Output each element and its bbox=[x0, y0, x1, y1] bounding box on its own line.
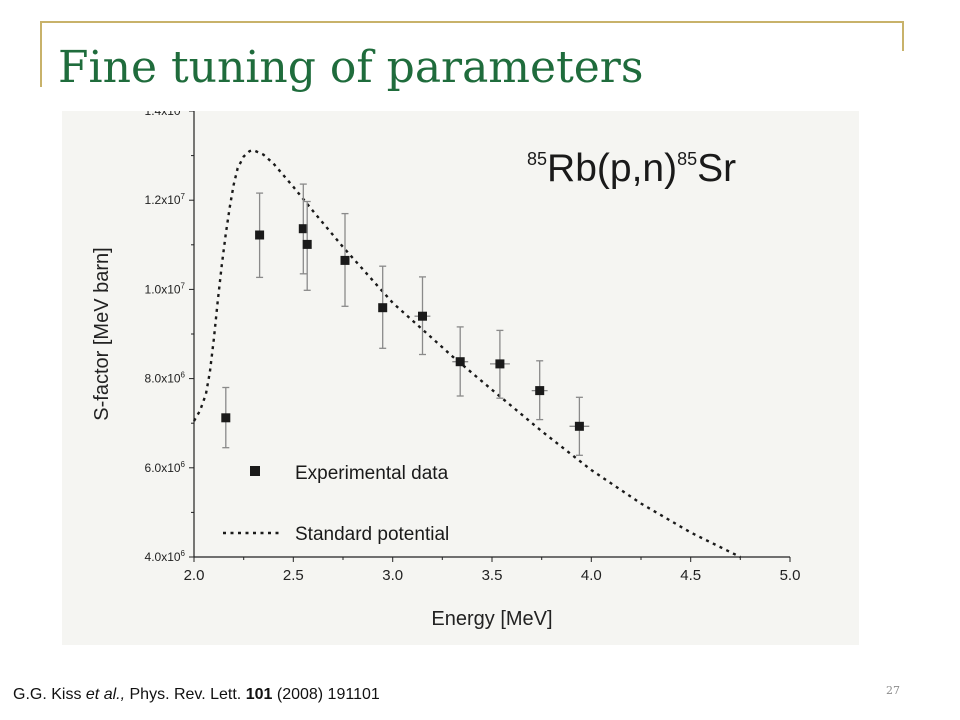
y-tick-label: 1.0x107 bbox=[145, 281, 186, 296]
citation-authors: G.G. Kiss bbox=[13, 686, 82, 703]
data-point bbox=[255, 192, 265, 279]
data-marker bbox=[495, 359, 505, 369]
chart-curves bbox=[192, 148, 741, 559]
data-marker bbox=[302, 239, 312, 249]
data-point bbox=[452, 326, 469, 397]
x-tick-label: 2.0 bbox=[184, 567, 205, 584]
title-rule-top bbox=[40, 21, 904, 23]
title-rule-right bbox=[902, 21, 904, 51]
chart-svg: 4.0x106 6.0x106 8.0x106 1.0x107 1.2x107 1.4x1… bbox=[91, 111, 800, 630]
x-tick-label: 4.5 bbox=[680, 567, 701, 584]
legend: Experimental data Standard potential bbox=[223, 463, 449, 545]
data-point bbox=[340, 212, 350, 307]
data-marker bbox=[535, 386, 545, 396]
chart-figure: 4.0x106 6.0x106 8.0x106 1.0x107 1.2x107 1.4x1… bbox=[62, 111, 859, 645]
x-tick-label: 5.0 bbox=[780, 567, 801, 584]
data-point bbox=[221, 386, 231, 449]
title-rule-left bbox=[40, 21, 42, 87]
x-tick-label: 4.0 bbox=[581, 567, 602, 584]
data-point bbox=[302, 200, 312, 291]
legend-marker-experimental bbox=[250, 466, 260, 476]
y-tick-label: 6.0x106 bbox=[145, 460, 186, 475]
data-point bbox=[531, 360, 548, 421]
data-point bbox=[569, 396, 590, 456]
data-point bbox=[490, 329, 510, 399]
page-number: 27 bbox=[886, 684, 900, 697]
citation: G.G. Kiss et al., Phys. Rev. Lett. 101 (… bbox=[13, 686, 380, 704]
data-marker bbox=[340, 255, 350, 265]
legend-label-standard: Standard potential bbox=[295, 524, 449, 545]
y-axis-title: S-factor [MeV barn] bbox=[91, 247, 113, 420]
x-tick-label: 2.5 bbox=[283, 567, 304, 584]
data-marker bbox=[455, 357, 465, 367]
data-point bbox=[378, 265, 388, 349]
slide-title: Fine tuning of parameters bbox=[58, 42, 644, 93]
data-point bbox=[298, 183, 308, 275]
y-tick-label: 4.0x106 bbox=[145, 549, 186, 564]
data-marker bbox=[255, 230, 265, 240]
y-tick-label: 1.4x107 bbox=[145, 111, 186, 118]
data-marker bbox=[298, 224, 308, 234]
y-tick-label: 8.0x106 bbox=[145, 371, 186, 386]
citation-volume: 101 bbox=[245, 686, 273, 703]
citation-etal: et al., bbox=[85, 686, 126, 703]
x-tick-label: 3.5 bbox=[482, 567, 503, 584]
chart-frame bbox=[189, 111, 791, 562]
legend-label-experimental: Experimental data bbox=[295, 463, 449, 484]
data-marker bbox=[574, 421, 584, 431]
data-point bbox=[414, 276, 431, 356]
chart-points bbox=[221, 183, 590, 456]
x-axis-title: Energy [MeV] bbox=[431, 608, 552, 630]
y-tick-label: 1.2x107 bbox=[145, 192, 186, 207]
citation-journal: Phys. Rev. Lett. bbox=[129, 686, 242, 703]
data-marker bbox=[378, 303, 388, 313]
x-tick-label: 3.0 bbox=[382, 567, 403, 584]
chart-labels: 4.0x106 6.0x106 8.0x106 1.0x107 1.2x107 1.4x1… bbox=[91, 111, 800, 630]
data-marker bbox=[418, 311, 427, 321]
standard-potential-curve bbox=[192, 148, 741, 559]
reaction-label: 85Rb(p,n)85Sr bbox=[527, 147, 736, 190]
data-marker bbox=[221, 413, 231, 423]
citation-year-page: (2008) 191101 bbox=[276, 686, 380, 703]
